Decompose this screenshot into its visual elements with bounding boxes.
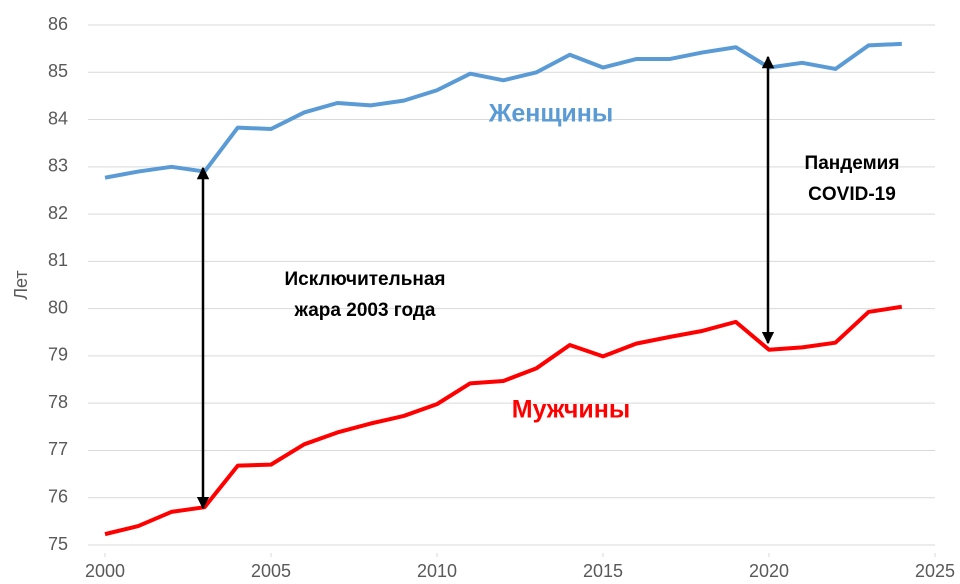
x-tick-label: 2020 (749, 561, 789, 581)
y-tick-label: 75 (48, 534, 68, 554)
y-tick-label: 80 (48, 297, 68, 317)
x-tick-label: 2010 (417, 561, 457, 581)
annotation: COVID-19 (808, 184, 896, 205)
x-tick-label: 2015 (583, 561, 623, 581)
x-tick-label: 2005 (251, 561, 291, 581)
y-tick-label: 84 (48, 108, 68, 128)
y-tick-label: 78 (48, 392, 68, 412)
series-line (104, 304, 903, 537)
series-label: Мужчины (512, 396, 630, 424)
y-tick-label: 76 (48, 486, 68, 506)
x-tick-label: 2025 (915, 561, 955, 581)
y-tick-label: 77 (48, 439, 68, 459)
y-tick-label: 79 (48, 345, 68, 365)
annotation: Исключительная (285, 269, 446, 290)
grid: 75 76 77 78 79 80 81 82 83 84 85 86 2000 2005 2010 2015… (48, 14, 955, 581)
y-tick-label: 85 (48, 61, 68, 81)
y-tick-label: 81 (48, 250, 68, 270)
x-tick-label: 2000 (85, 561, 125, 581)
annotation: жара 2003 года (294, 300, 436, 321)
y-axis-label: Лет (11, 270, 31, 299)
y-tick-label: 82 (48, 203, 68, 223)
annotation: Пандемия (805, 153, 900, 174)
series-label: Женщины (488, 100, 614, 128)
y-tick-label: 86 (48, 14, 68, 34)
y-tick-label: 83 (48, 156, 68, 176)
